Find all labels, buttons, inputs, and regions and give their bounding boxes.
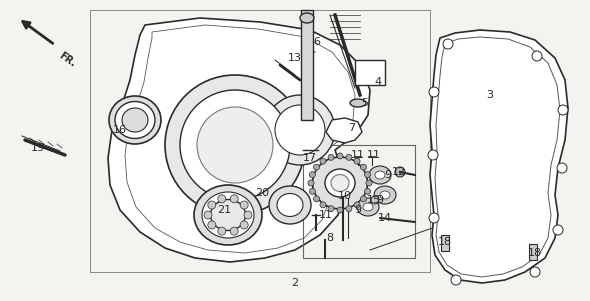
Ellipse shape xyxy=(366,180,372,186)
Ellipse shape xyxy=(320,202,326,208)
Circle shape xyxy=(218,227,226,235)
Text: 11: 11 xyxy=(319,210,333,220)
Text: 9: 9 xyxy=(376,195,384,205)
Ellipse shape xyxy=(115,101,155,138)
Ellipse shape xyxy=(363,203,373,211)
Circle shape xyxy=(165,75,305,215)
Text: 16: 16 xyxy=(113,125,127,135)
Circle shape xyxy=(553,225,563,235)
Circle shape xyxy=(428,150,438,160)
Ellipse shape xyxy=(331,175,349,191)
Circle shape xyxy=(230,227,238,235)
Circle shape xyxy=(451,275,461,285)
Circle shape xyxy=(532,51,542,61)
Ellipse shape xyxy=(346,206,352,212)
Ellipse shape xyxy=(313,157,368,209)
Ellipse shape xyxy=(375,171,385,179)
Text: 11: 11 xyxy=(351,150,365,160)
Ellipse shape xyxy=(354,158,360,164)
Text: 14: 14 xyxy=(378,213,392,223)
Text: 4: 4 xyxy=(375,77,382,87)
Ellipse shape xyxy=(328,206,334,212)
Text: 2: 2 xyxy=(291,278,299,288)
Text: 21: 21 xyxy=(217,205,231,215)
Ellipse shape xyxy=(277,194,303,216)
Ellipse shape xyxy=(325,169,355,197)
Ellipse shape xyxy=(350,99,366,107)
Ellipse shape xyxy=(269,186,311,224)
Text: 6: 6 xyxy=(313,37,320,47)
Circle shape xyxy=(530,267,540,277)
Ellipse shape xyxy=(365,172,371,178)
Bar xyxy=(301,10,313,120)
Circle shape xyxy=(240,221,248,229)
Circle shape xyxy=(443,39,453,49)
Text: 19: 19 xyxy=(31,143,45,153)
Circle shape xyxy=(265,95,335,165)
Circle shape xyxy=(429,87,439,97)
Circle shape xyxy=(208,201,216,209)
Text: 3: 3 xyxy=(487,90,493,100)
Ellipse shape xyxy=(360,164,366,170)
Circle shape xyxy=(218,195,226,203)
Circle shape xyxy=(230,195,238,203)
Text: 18: 18 xyxy=(528,248,542,258)
Circle shape xyxy=(244,211,252,219)
Ellipse shape xyxy=(109,96,161,144)
Text: 11: 11 xyxy=(367,150,381,160)
Ellipse shape xyxy=(337,207,343,213)
Ellipse shape xyxy=(346,154,352,160)
Text: 7: 7 xyxy=(349,123,356,133)
Ellipse shape xyxy=(357,198,379,216)
Ellipse shape xyxy=(365,188,371,194)
Ellipse shape xyxy=(369,166,391,184)
Circle shape xyxy=(208,221,216,229)
Polygon shape xyxy=(430,30,568,283)
Ellipse shape xyxy=(374,186,396,204)
Text: 12: 12 xyxy=(392,167,406,177)
Ellipse shape xyxy=(309,188,316,194)
Ellipse shape xyxy=(308,180,314,186)
Ellipse shape xyxy=(337,153,343,159)
Ellipse shape xyxy=(202,192,254,238)
Text: 9: 9 xyxy=(355,205,362,215)
Circle shape xyxy=(558,105,568,115)
Text: 8: 8 xyxy=(326,233,333,243)
Ellipse shape xyxy=(313,164,320,170)
Text: 15: 15 xyxy=(367,195,381,205)
Ellipse shape xyxy=(354,202,360,208)
Bar xyxy=(529,244,537,260)
Ellipse shape xyxy=(360,196,366,202)
Text: 5: 5 xyxy=(362,98,369,108)
Circle shape xyxy=(371,196,379,204)
Circle shape xyxy=(180,90,290,200)
Text: 9: 9 xyxy=(385,170,392,180)
Ellipse shape xyxy=(122,108,148,132)
Ellipse shape xyxy=(380,191,390,199)
Circle shape xyxy=(275,105,325,155)
Ellipse shape xyxy=(328,154,334,160)
Ellipse shape xyxy=(309,172,316,178)
Bar xyxy=(441,235,449,251)
Ellipse shape xyxy=(313,196,320,202)
Ellipse shape xyxy=(194,185,262,245)
Text: 18: 18 xyxy=(438,237,452,247)
Circle shape xyxy=(557,163,567,173)
Text: 17: 17 xyxy=(303,153,317,163)
Polygon shape xyxy=(326,118,362,143)
Bar xyxy=(355,60,385,85)
Ellipse shape xyxy=(320,158,326,164)
Text: 10: 10 xyxy=(338,191,352,201)
Circle shape xyxy=(395,167,405,177)
Text: 13: 13 xyxy=(288,53,302,63)
Circle shape xyxy=(197,107,273,183)
Circle shape xyxy=(240,201,248,209)
Polygon shape xyxy=(108,18,370,262)
Text: 20: 20 xyxy=(255,188,269,198)
Text: FR.: FR. xyxy=(57,50,77,69)
Circle shape xyxy=(204,211,212,219)
Ellipse shape xyxy=(300,13,314,23)
Circle shape xyxy=(429,213,439,223)
Ellipse shape xyxy=(211,200,245,231)
